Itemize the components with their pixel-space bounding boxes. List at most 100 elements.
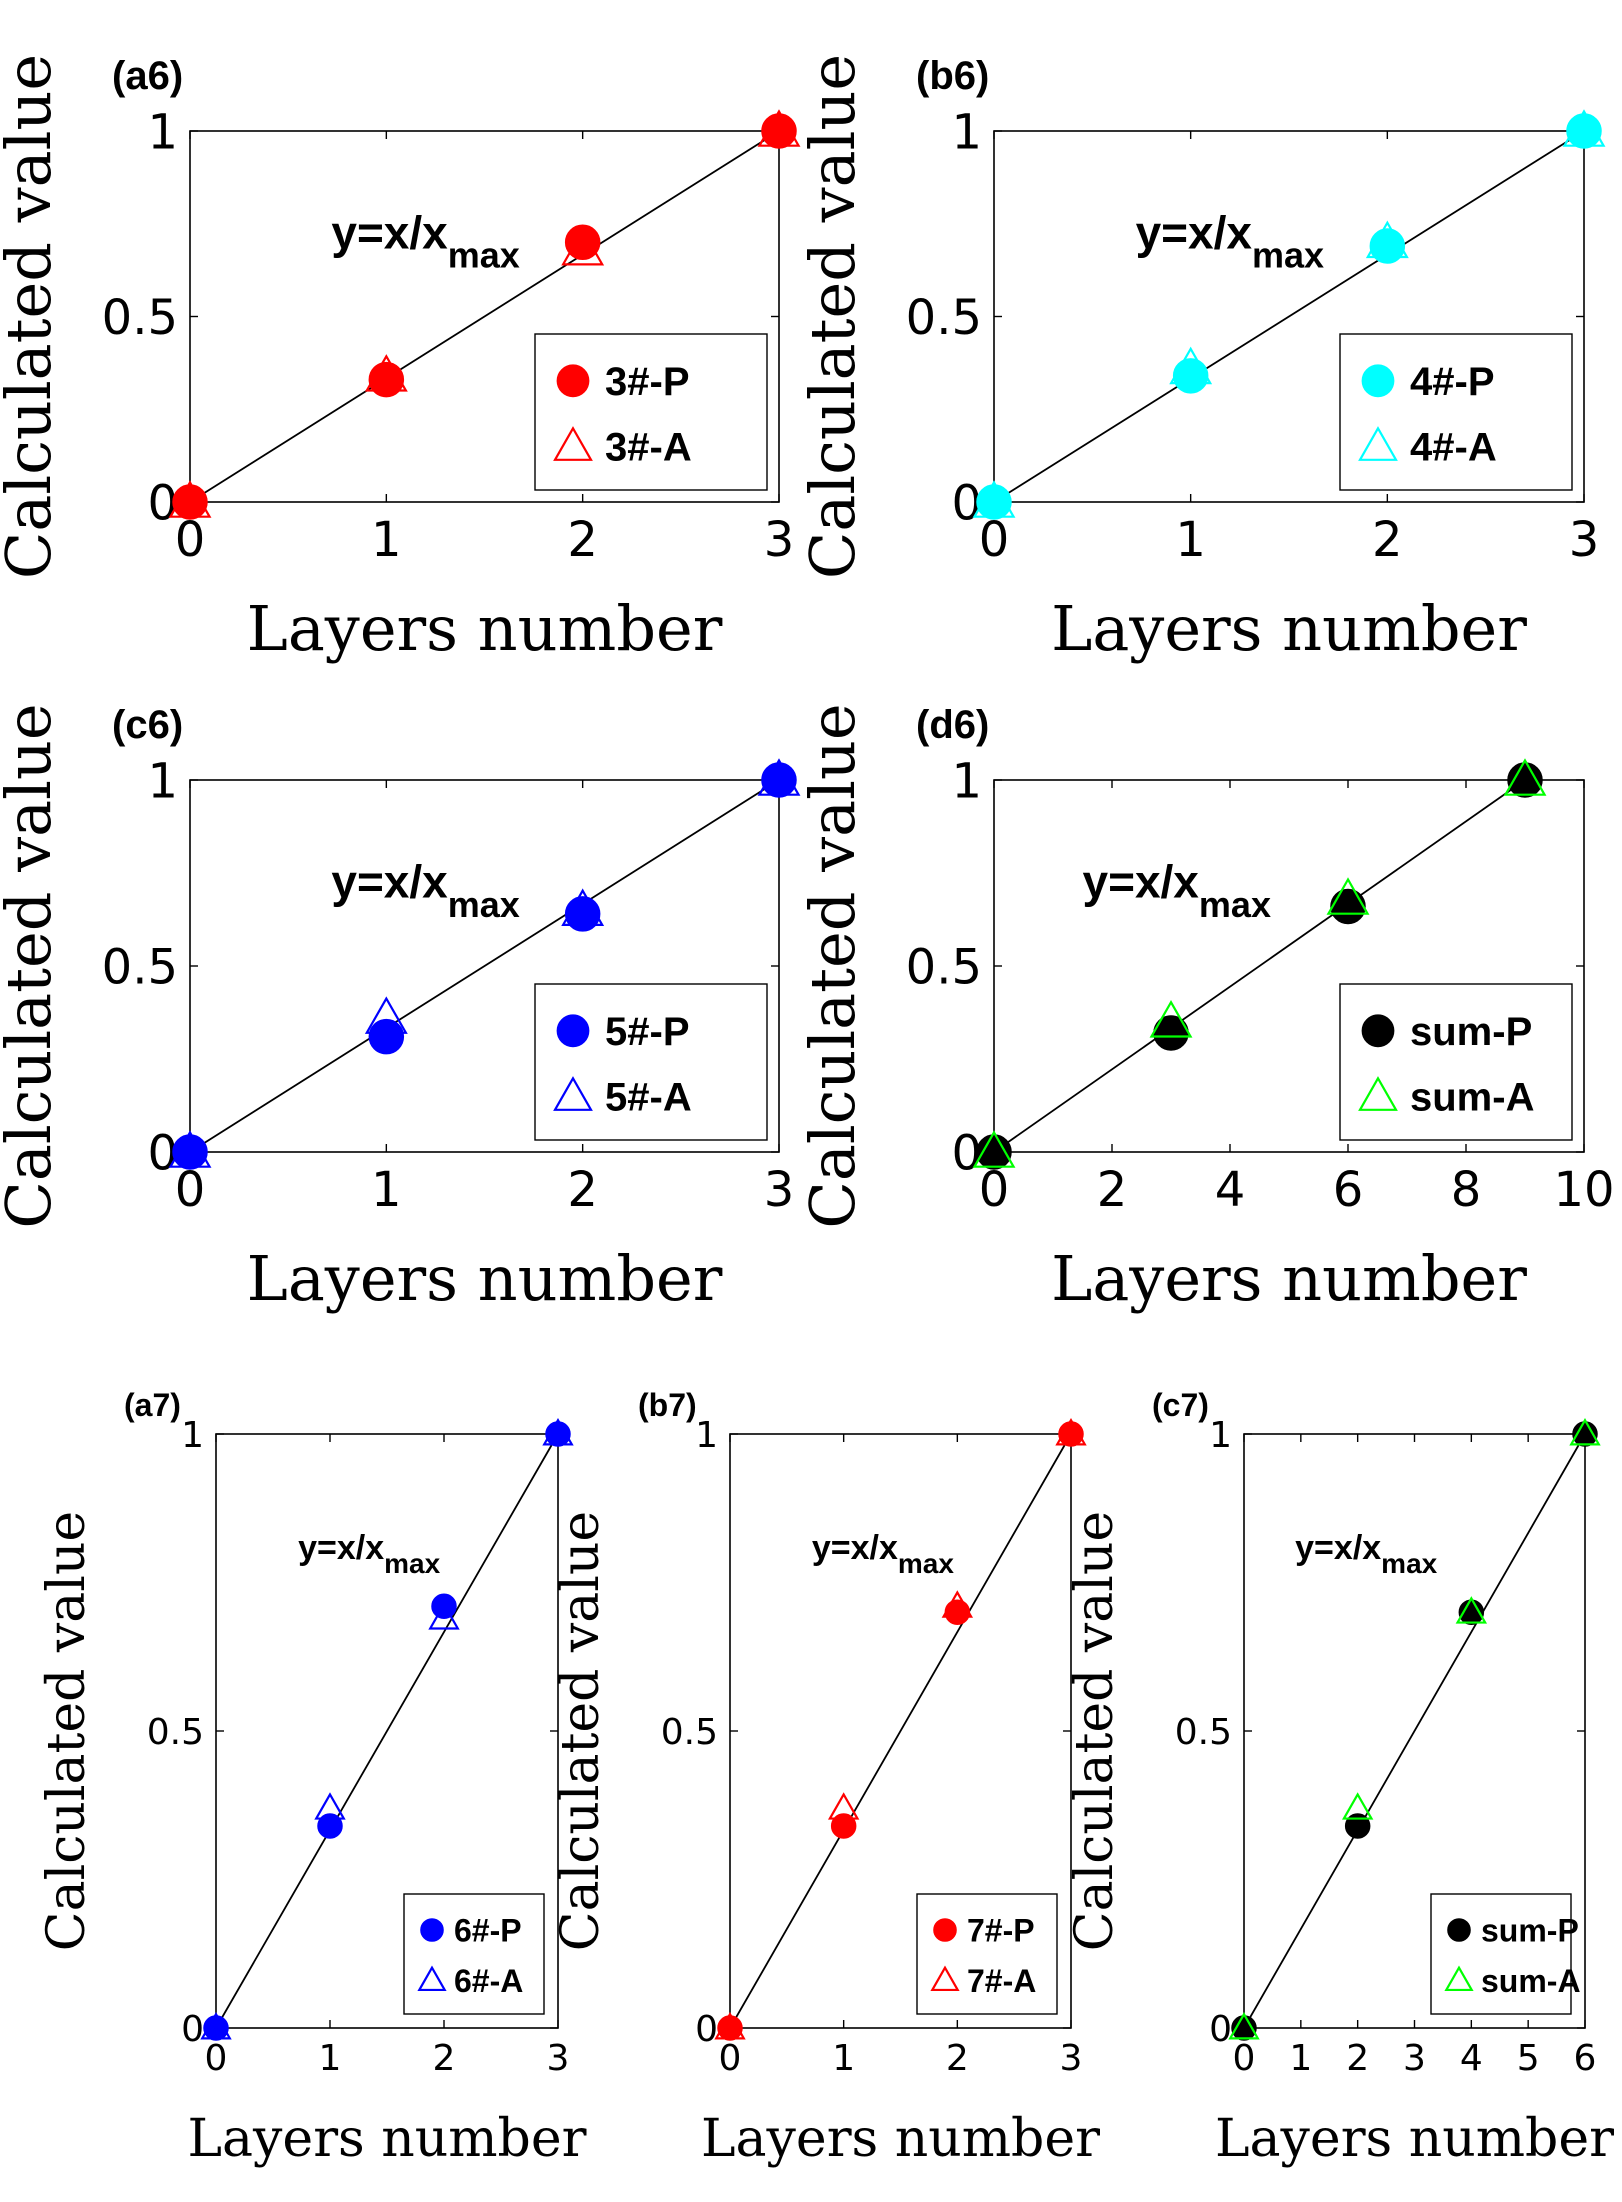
x-tick-label: 0 <box>979 1162 1010 1218</box>
series-5-A <box>168 758 801 1168</box>
point-triangle <box>714 2011 746 2040</box>
series-sum-A <box>972 758 1547 1168</box>
formula-main: y=x/x <box>331 856 448 908</box>
x-tick-label: 2 <box>1372 512 1403 568</box>
x-axis-label: Layers number <box>1051 1242 1527 1315</box>
point-triangle <box>757 758 801 796</box>
legend: 3#-P 3#-A <box>534 333 768 491</box>
legend-label: 6#-A <box>454 1963 523 1999</box>
x-axis-label: Layers number <box>247 592 723 665</box>
x-tick-label: 3 <box>1403 2038 1426 2079</box>
series-sum-A <box>1228 1417 1601 2040</box>
x-tick-label: 2 <box>1097 1162 1128 1218</box>
reference-line <box>993 130 1585 503</box>
x-tick-label: 0 <box>719 2038 742 2079</box>
x-axis-label: Layers number <box>1051 592 1527 665</box>
point-triangle <box>972 480 1016 518</box>
series-7-A <box>714 1417 1087 2040</box>
reference-line <box>215 1433 559 2029</box>
x-tick-label: 3 <box>764 1162 795 1218</box>
legend-marker-circle <box>933 1918 957 1942</box>
y-tick-label: 1 <box>147 104 178 160</box>
legend-box <box>534 983 768 1141</box>
series-3-A <box>168 109 801 518</box>
x-tick-label: 1 <box>1289 2038 1312 2079</box>
legend-marker-triangle <box>553 1076 593 1111</box>
legend-label: 3#-P <box>605 360 690 404</box>
y-tick-label: 1 <box>695 1415 718 1456</box>
formula-main: y=x/x <box>331 206 448 258</box>
x-tick-label: 4 <box>1460 2038 1483 2079</box>
legend: 5#-P 5#-A <box>534 983 768 1141</box>
x-axis-label: Layers number <box>1215 2109 1614 2169</box>
point-circle <box>761 113 797 149</box>
y-axis-label: Calculated value <box>551 1511 611 1951</box>
panel-label: (b7) <box>638 1387 697 1423</box>
point-triangle <box>364 996 408 1034</box>
legend-label: 3#-A <box>605 426 692 470</box>
point-triangle <box>1228 2011 1260 2040</box>
formula-annotation: y=x/xmax <box>331 856 519 925</box>
panel-label: (c6) <box>112 703 183 747</box>
x-tick-label: 1 <box>371 1162 402 1218</box>
formula-annotation: y=x/xmax <box>298 1529 441 1579</box>
y-tick-label: 1 <box>951 104 982 160</box>
series-6-P <box>203 1421 571 2041</box>
reference-line <box>993 779 1526 1153</box>
y-tick-label: 1 <box>181 1415 204 1456</box>
x-tick-label: 0 <box>205 2038 228 2079</box>
point-circle <box>1507 762 1543 798</box>
x-tick-label: 3 <box>547 2038 570 2079</box>
x-tick-label: 8 <box>1451 1162 1482 1218</box>
legend: 7#-P 7#-A <box>916 1893 1058 2015</box>
series-4-A <box>972 109 1606 518</box>
x-tick-label: 10 <box>1553 1162 1614 1218</box>
legend-marker-triangle <box>1358 426 1398 461</box>
point-circle <box>761 762 797 798</box>
y-tick-label: 0 <box>695 2009 718 2050</box>
formula-annotation: y=x/xmax <box>331 206 519 275</box>
formula-subscript: max <box>448 235 520 276</box>
y-tick-label: 0.5 <box>147 1712 204 1753</box>
x-axis-label: Layers number <box>188 2109 587 2169</box>
formula-main: y=x/x <box>298 1529 384 1567</box>
point-triangle <box>1562 109 1606 147</box>
point-triangle <box>542 1417 574 1446</box>
x-tick-label: 2 <box>1346 2038 1369 2079</box>
legend-marker-triangle <box>553 426 593 461</box>
legend-label: sum-A <box>1410 1076 1534 1120</box>
panel-label: (c7) <box>1152 1387 1209 1423</box>
y-axis-label: Calculated value <box>37 1511 97 1951</box>
point-circle <box>564 224 601 261</box>
legend-marker-circle <box>420 1918 444 1942</box>
y-axis-label: Calculated value <box>796 54 869 579</box>
legend-label: 5#-A <box>605 1076 692 1120</box>
formula-annotation: y=x/xmax <box>1136 206 1324 275</box>
x-tick-label: 0 <box>1233 2038 1256 2079</box>
x-tick-label: 2 <box>433 2038 456 2079</box>
legend-box <box>534 333 768 491</box>
x-tick-label: 3 <box>764 512 795 568</box>
point-circle <box>172 484 208 520</box>
point-circle <box>1172 358 1209 394</box>
point-triangle <box>941 1590 974 1618</box>
x-tick-label: 4 <box>1215 1162 1246 1218</box>
y-tick-label: 0.5 <box>661 1712 718 1753</box>
x-tick-label: 3 <box>1060 2038 1083 2079</box>
formula-subscript: max <box>1252 235 1324 276</box>
legend-marker-circle <box>1447 1918 1471 1942</box>
x-tick-label: 0 <box>175 512 206 568</box>
point-triangle <box>757 109 801 147</box>
point-triangle <box>1149 1000 1193 1038</box>
reference-line <box>1243 1433 1586 2029</box>
x-tick-label: 3 <box>1569 512 1600 568</box>
x-tick-label: 1 <box>832 2038 855 2079</box>
point-triangle <box>364 354 408 392</box>
legend: 4#-P 4#-A <box>1339 333 1573 491</box>
point-triangle <box>1341 1792 1374 1820</box>
series-sum-P <box>976 762 1543 1170</box>
legend-box <box>403 1893 545 2015</box>
legend-label: 7#-A <box>967 1963 1036 1999</box>
